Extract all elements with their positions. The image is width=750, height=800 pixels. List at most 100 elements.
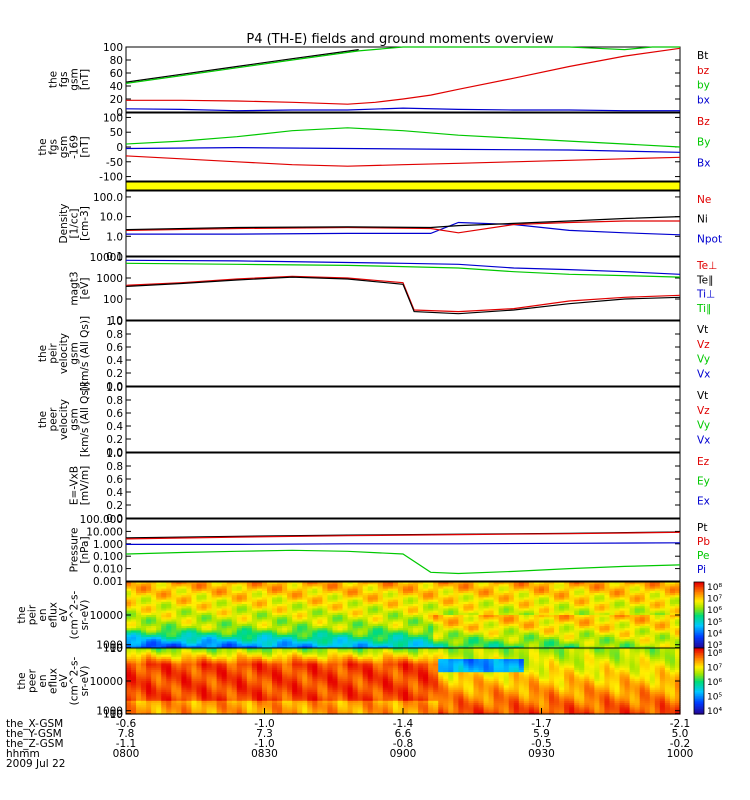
- heatmap-cell: [473, 641, 480, 645]
- heatmap-cell: [664, 595, 671, 598]
- heatmap-cell: [609, 623, 616, 627]
- heatmap-cell: [337, 683, 344, 686]
- heatmap-cell: [151, 665, 157, 669]
- heatmap-cell: [161, 599, 167, 603]
- heatmap-cell: [246, 692, 253, 695]
- heatmap-cell: [302, 687, 308, 691]
- heatmap-cell: [397, 639, 404, 642]
- heatmap-cell: [287, 588, 293, 592]
- heatmap-cell: [408, 610, 414, 614]
- heatmap-cell: [136, 665, 142, 669]
- y-tick-label: 0.6: [106, 342, 123, 354]
- heatmap-cell: [287, 667, 293, 671]
- heatmap-cell: [463, 623, 470, 627]
- heatmap-cell: [272, 586, 278, 590]
- heatmap-cell: [362, 619, 369, 623]
- heatmap-cell: [473, 601, 480, 605]
- heatmap-cell: [216, 696, 223, 700]
- heatmap-cell: [267, 672, 273, 675]
- heatmap-cell: [206, 606, 213, 609]
- heatmap-cell: [332, 586, 339, 590]
- heatmap-cell: [538, 637, 545, 640]
- heatmap-cell: [256, 661, 263, 664]
- heatmap-cell: [498, 593, 505, 596]
- heatmap-cell: [196, 652, 203, 656]
- heatmap-cell: [176, 584, 182, 587]
- heatmap-cell: [256, 648, 263, 651]
- heatmap-cell: [498, 608, 505, 612]
- panel-frame: [125, 452, 681, 519]
- heatmap-cell: [649, 606, 656, 609]
- heatmap-cell: [322, 687, 329, 691]
- heatmap-cell: [639, 608, 646, 612]
- heatmap-cell: [538, 615, 545, 618]
- heatmap-cell: [614, 612, 621, 616]
- heatmap-cell: [639, 619, 646, 623]
- heatmap-cell: [236, 586, 243, 590]
- heatmap-cell: [211, 639, 218, 642]
- heatmap-cell: [216, 630, 223, 634]
- heatmap-cell: [126, 617, 132, 620]
- heatmap-cell: [312, 606, 318, 609]
- heatmap-cell: [523, 584, 530, 587]
- heatmap-cell: [367, 619, 374, 623]
- heatmap-cell: [126, 621, 132, 625]
- heatmap-cell: [428, 610, 434, 614]
- heatmap-cell: [206, 661, 213, 664]
- heatmap-cell: [669, 617, 676, 620]
- heatmap-cell: [619, 630, 626, 634]
- heatmap-cell: [428, 626, 434, 629]
- heatmap-cell: [387, 593, 394, 596]
- heatmap-cell: [246, 703, 253, 706]
- heatmap-cell: [387, 608, 394, 612]
- heatmap-cell: [236, 685, 243, 689]
- heatmap-cell: [246, 604, 253, 607]
- heatmap-cell: [357, 597, 364, 601]
- heatmap-cell: [287, 698, 293, 702]
- heatmap-cell: [251, 683, 258, 686]
- heatmap-cell: [251, 667, 258, 671]
- heatmap-cell: [418, 645, 424, 649]
- heatmap-cell: [287, 659, 293, 662]
- heatmap-cell: [136, 654, 142, 658]
- heatmap-cell: [171, 597, 177, 601]
- heatmap-cell: [277, 678, 283, 682]
- heatmap-cell: [161, 626, 167, 629]
- heatmap-cell: [146, 637, 152, 640]
- heatmap-cell: [438, 610, 444, 614]
- heatmap-cell: [342, 678, 349, 682]
- heatmap-cell: [146, 659, 152, 662]
- heatmap-cell: [201, 707, 208, 711]
- heatmap-cell: [267, 626, 273, 629]
- heatmap-cell: [141, 670, 147, 673]
- heatmap-cell: [246, 705, 253, 708]
- heatmap-cell: [261, 689, 268, 693]
- heatmap-cell: [448, 634, 454, 638]
- heatmap-cell: [256, 694, 263, 697]
- heatmap-cell: [413, 590, 419, 594]
- heatmap-cell: [146, 608, 152, 612]
- heatmap-cell: [533, 608, 540, 612]
- y-axis-label: velocity: [58, 399, 70, 440]
- heatmap-cell: [574, 599, 580, 603]
- heatmap-cell: [226, 689, 233, 693]
- heatmap-cell: [166, 659, 172, 662]
- heatmap-cell: [236, 652, 243, 656]
- heatmap-cell: [463, 608, 470, 612]
- heatmap-cell: [498, 584, 505, 587]
- heatmap-cell: [131, 685, 137, 689]
- heatmap-cell: [297, 672, 303, 675]
- heatmap-cell: [387, 621, 394, 625]
- heatmap-cell: [156, 659, 162, 662]
- heatmap-cell: [211, 650, 218, 653]
- heatmap-cell: [538, 621, 545, 625]
- heatmap-cell: [518, 615, 525, 618]
- heatmap-cell: [332, 652, 339, 656]
- heatmap-cell: [418, 628, 424, 631]
- heatmap-cell: [251, 634, 258, 638]
- heatmap-cell: [513, 641, 520, 645]
- heatmap-cell: [261, 621, 268, 625]
- heatmap-cell: [659, 617, 666, 620]
- heatmap-cell: [397, 604, 404, 607]
- heatmap-cell: [644, 604, 651, 607]
